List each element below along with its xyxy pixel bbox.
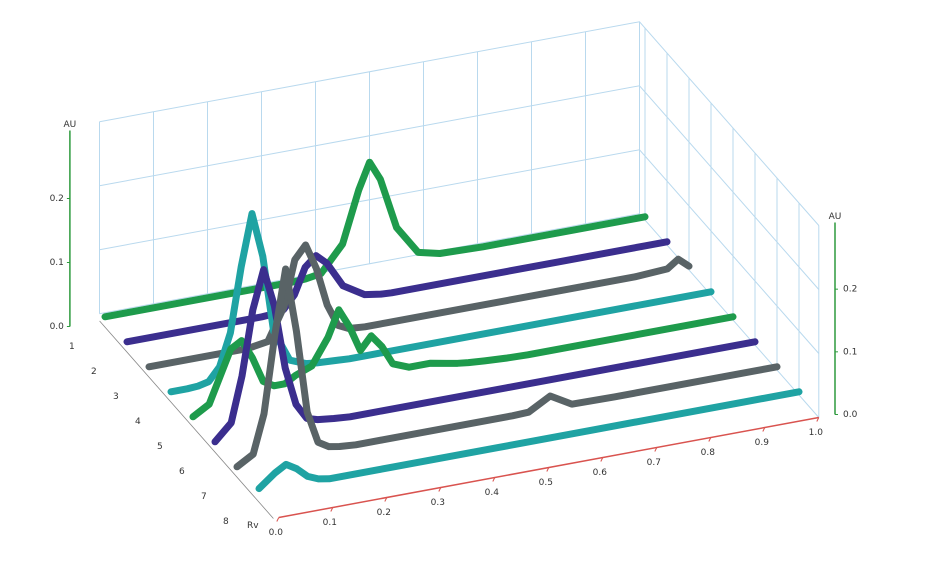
x-tick (330, 507, 334, 512)
x-tick-label: 1.0 (809, 428, 824, 438)
y-tick-label: 0.1 (50, 258, 64, 268)
x-tick (276, 517, 280, 522)
x-tick-label: 0.2 (377, 508, 391, 518)
y-tick-label: 0.2 (50, 194, 64, 204)
x-tick (600, 457, 604, 462)
x-tick-label: 0.6 (593, 468, 608, 478)
trace-line (189, 306, 737, 421)
x-tick-label: 0.3 (431, 498, 445, 508)
series-label: 7 (201, 492, 207, 502)
grid-line (99, 149, 820, 354)
x-tick-label: 0.1 (323, 518, 337, 528)
trace-line (233, 265, 781, 471)
series-label: 2 (91, 367, 97, 377)
x-tick-label: 0.4 (485, 488, 500, 498)
grid-line (99, 85, 820, 290)
y2-tick-label: 0.2 (843, 285, 857, 295)
x-tick-label: 0.8 (701, 448, 716, 458)
y2-tick-label: 0.1 (843, 347, 857, 357)
y-axis-title: AU (64, 120, 77, 130)
x-axis-title: Rv (247, 521, 259, 531)
x-tick (654, 447, 658, 452)
x-tick (492, 477, 496, 482)
x-tick-label: 0.0 (269, 528, 284, 538)
x-tick (762, 427, 766, 432)
x-tick (438, 487, 442, 492)
series-label: 4 (135, 417, 141, 427)
x-tick-label: 0.9 (755, 438, 770, 448)
series-label: 8 (223, 517, 229, 527)
y2-axis-title: AU (829, 212, 842, 222)
x-tick (384, 497, 388, 502)
x-tick (816, 417, 820, 422)
trace-line (167, 210, 715, 396)
x-tick (546, 467, 550, 472)
x-tick-label: 0.7 (647, 458, 661, 468)
x-tick (708, 437, 712, 442)
series-label: 1 (69, 342, 75, 352)
trace-line (255, 388, 803, 493)
x-tick-label: 0.5 (539, 478, 553, 488)
series-label: 3 (113, 392, 119, 402)
y2-tick-label: 0.0 (843, 410, 858, 420)
y-tick-label: 0.0 (50, 322, 65, 332)
depth-axis (99, 320, 274, 519)
series-label: 5 (157, 442, 163, 452)
grid-frame (99, 21, 820, 226)
trace-line (145, 241, 693, 371)
grid-line (99, 213, 820, 418)
series-label: 6 (179, 467, 185, 477)
